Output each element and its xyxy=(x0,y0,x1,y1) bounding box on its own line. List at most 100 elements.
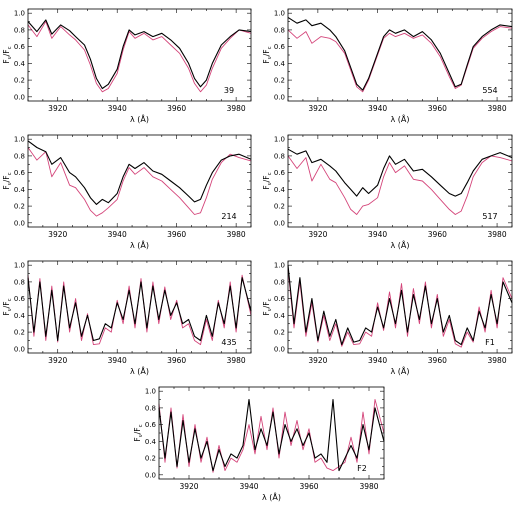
model-spectrum-line xyxy=(287,269,513,348)
chart-panel-214: 3920 3940 3960 3980 0.0 0.2 0.4 0.6 0.8 1.0 λ (Å) F… xyxy=(2,134,252,250)
y-tick-label: 0.4 xyxy=(145,438,157,446)
x-tick-label: 3960 xyxy=(299,482,318,491)
observed-spectrum-line xyxy=(287,265,513,346)
y-tick-label: 0.0 xyxy=(145,471,156,479)
chart-panel-39: 3920 3940 3960 3980 0.0 0.2 0.4 0.6 0.8 1.0 λ (Å) F… xyxy=(2,8,252,124)
chart-panel-554: 3920 3940 3960 3980 0.0 0.2 0.4 0.6 0.8 1.0 λ (Å) F… xyxy=(262,8,513,124)
observed-spectrum-line xyxy=(27,140,252,205)
y-tick-label: 0.8 xyxy=(274,26,285,34)
x-tick-label: 3980 xyxy=(488,230,507,239)
x-axis-label: λ (Å) xyxy=(130,113,149,124)
x-tick-label: 3940 xyxy=(108,104,127,113)
y-tick-label: 0.6 xyxy=(274,295,286,303)
x-tick-label: 3960 xyxy=(428,356,447,365)
axes-frame xyxy=(158,386,385,480)
panel-label: F2 xyxy=(357,464,367,473)
y-tick-label: 1.0 xyxy=(14,10,25,18)
axes-frame xyxy=(287,260,513,354)
y-axis-label-part: F xyxy=(262,59,271,63)
model-spectrum-line xyxy=(27,147,252,217)
chart-panel-517: 3920 3940 3960 3980 0.0 0.2 0.4 0.6 0.8 1.0 λ (Å) F… xyxy=(262,134,513,250)
observed-spectrum-line xyxy=(158,398,385,472)
x-tick-label: 3960 xyxy=(167,356,186,365)
y-tick-label: 0.8 xyxy=(145,404,156,412)
y-tick-label: 1.0 xyxy=(274,10,285,18)
x-tick-label: 3980 xyxy=(488,356,507,365)
model-spectrum-line xyxy=(287,155,513,215)
chart-panel-F2: 3920 3940 3960 3980 0.0 0.2 0.4 0.6 0.8 1.0 λ (Å) F… xyxy=(133,386,385,502)
x-axis-label: λ (Å) xyxy=(130,365,149,376)
y-tick-label: 0.4 xyxy=(14,186,26,194)
x-tick-label: 3920 xyxy=(308,356,327,365)
y-tick-label: 1.0 xyxy=(274,136,285,144)
observed-spectrum-line xyxy=(27,19,252,90)
x-axis-label: λ (Å) xyxy=(130,239,149,250)
y-axis-label: Fν/Fc xyxy=(2,46,13,63)
y-tick-label: 0.8 xyxy=(274,278,285,286)
x-tick-label: 3960 xyxy=(428,230,447,239)
x-tick-label: 3920 xyxy=(308,230,327,239)
observed-spectrum-line xyxy=(27,277,252,342)
y-axis-label: Fν/Fc xyxy=(262,46,273,63)
y-tick-label: 0.0 xyxy=(274,345,285,353)
x-tick-label: 3920 xyxy=(48,104,67,113)
axes-frame xyxy=(287,134,513,228)
y-tick-label: 0.4 xyxy=(14,312,26,320)
chart-panel-F1: 3920 3940 3960 3980 0.0 0.2 0.4 0.6 0.8 1.0 λ (Å) F… xyxy=(262,260,513,376)
model-spectrum-line xyxy=(158,399,385,473)
y-tick-label: 0.2 xyxy=(274,329,285,337)
y-axis-label-part: ν xyxy=(267,56,273,59)
y-tick-label: 0.2 xyxy=(145,455,156,463)
y-axis-label-part: c xyxy=(7,298,13,301)
axes-frame xyxy=(27,8,252,102)
panel-label: 214 xyxy=(221,212,236,221)
y-tick-label: 0.6 xyxy=(14,295,26,303)
y-tick-label: 0.8 xyxy=(14,278,25,286)
y-tick-label: 0.6 xyxy=(145,421,157,429)
y-axis-label-part: /F xyxy=(2,175,11,182)
x-tick-label: 3940 xyxy=(368,230,387,239)
y-tick-label: 1.0 xyxy=(14,262,25,270)
y-axis-label-part: F xyxy=(2,185,11,189)
y-axis-label-part: ν xyxy=(7,308,13,311)
y-axis-label: Fν/Fc xyxy=(262,298,273,315)
y-tick-label: 0.4 xyxy=(274,186,286,194)
panel-label: 39 xyxy=(224,86,234,95)
x-axis-label: λ (Å) xyxy=(391,113,410,124)
y-axis-label-part: /F xyxy=(133,427,142,434)
model-spectrum-line xyxy=(27,21,252,93)
panel-label: 554 xyxy=(482,86,497,95)
y-axis-label-part: c xyxy=(267,172,273,175)
panel-label: 435 xyxy=(221,338,236,347)
y-axis-label-part: /F xyxy=(2,49,11,56)
y-tick-label: 1.0 xyxy=(274,262,285,270)
y-tick-label: 0.2 xyxy=(274,77,285,85)
x-tick-label: 3980 xyxy=(227,356,246,365)
y-axis-label-part: ν xyxy=(267,182,273,185)
x-axis-label: λ (Å) xyxy=(391,239,410,250)
model-spectrum-line xyxy=(287,26,513,93)
y-axis-label-part: c xyxy=(7,46,13,49)
y-tick-label: 0.0 xyxy=(274,93,285,101)
panel-label: F1 xyxy=(485,338,495,347)
y-tick-label: 0.2 xyxy=(274,203,285,211)
y-axis-label: Fν/Fc xyxy=(133,424,144,441)
y-axis-label-part: /F xyxy=(2,301,11,308)
y-tick-label: 0.6 xyxy=(274,169,286,177)
x-tick-label: 3920 xyxy=(179,482,198,491)
y-axis-label: Fν/Fc xyxy=(2,172,13,189)
chart-panel-435: 3920 3940 3960 3980 0.0 0.2 0.4 0.6 0.8 1.0 λ (Å) F… xyxy=(2,260,252,376)
y-tick-label: 0.0 xyxy=(14,345,25,353)
y-tick-label: 0.8 xyxy=(14,26,25,34)
y-tick-label: 1.0 xyxy=(145,388,156,396)
y-tick-label: 0.2 xyxy=(14,203,25,211)
x-tick-label: 3980 xyxy=(488,104,507,113)
y-axis-label-part: /F xyxy=(262,301,271,308)
y-axis-label-part: c xyxy=(267,46,273,49)
x-tick-label: 3980 xyxy=(359,482,378,491)
x-tick-label: 3920 xyxy=(48,230,67,239)
x-tick-label: 3960 xyxy=(167,230,186,239)
y-tick-label: 0.2 xyxy=(14,77,25,85)
y-axis-label-part: c xyxy=(267,298,273,301)
